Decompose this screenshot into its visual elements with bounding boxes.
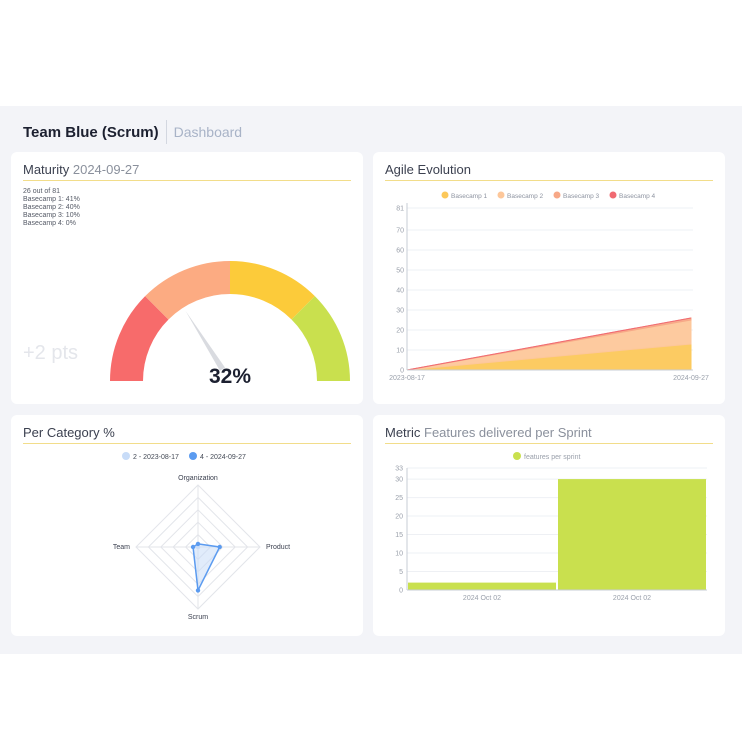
y-tick-label: 81 (396, 206, 404, 213)
legend-swatch (122, 452, 130, 460)
legend-swatch (441, 191, 449, 199)
legend-swatch (609, 191, 617, 199)
per-category-radar: 2 - 2023-08-17 4 - 2024-09-27 Organizatio… (113, 452, 290, 621)
radar-point (190, 544, 196, 550)
basecamp-stat: Basecamp 3: 10% (23, 212, 80, 219)
y-tick-label: 60 (396, 248, 404, 255)
y-tick-label: 20 (396, 328, 404, 335)
agile-evolution-chart: Basecamp 1 Basecamp 2 Basecamp 3 Basecamp 4… (389, 191, 709, 382)
y-tick-label: 20 (395, 514, 403, 521)
x-tick-label: 2024-09-27 (673, 375, 709, 382)
basecamp-stat: Basecamp 4: 0% (23, 220, 76, 227)
agile-evolution-card: Agile Evolution Basecamp 1 Basecamp 2 Base… (373, 152, 725, 404)
legend-label: 2 - 2023-08-17 (133, 454, 179, 461)
y-tick-label: 25 (395, 495, 403, 502)
breadcrumb-dashboard[interactable]: Dashboard (173, 124, 243, 140)
header-divider (165, 120, 167, 144)
header: Team Blue (Scrum) Dashboard (23, 120, 242, 144)
basecamp-stat: Basecamp 1: 41% (23, 196, 80, 203)
legend-swatch (497, 191, 505, 199)
y-tick-label: 10 (396, 348, 404, 355)
legend-label: Basecamp 4 (619, 193, 656, 200)
maturity-date: 2024-09-27 (72, 162, 140, 177)
legend-swatch (553, 191, 561, 199)
radar-axis-label: Team (113, 544, 130, 551)
category-title: Per Category % (23, 425, 115, 440)
radar-point (195, 541, 201, 547)
basecamp-stat: Basecamp 2: 40% (23, 204, 80, 211)
legend-label: features per sprint (524, 454, 580, 461)
maturity-stats: 26 out of 81 Basecamp 1: 41% Basecamp 2:… (23, 188, 80, 228)
y-tick-label: 0 (400, 368, 404, 375)
maturity-summary: 26 out of 81 (23, 188, 60, 195)
gauge-segment (145, 261, 230, 320)
radar-axis-label: Scrum (188, 614, 208, 621)
x-tick-label: 2024 Oct 02 (463, 595, 501, 602)
y-tick-label: 5 (399, 569, 403, 576)
y-tick-label: 0 (399, 588, 403, 595)
legend-label: Basecamp 2 (507, 193, 544, 200)
gauge-segment (230, 261, 315, 320)
radar-point (217, 544, 222, 550)
maturity-gauge: 32% (110, 261, 350, 388)
legend-swatch (189, 452, 197, 460)
y-tick-label: 40 (396, 288, 404, 295)
metric-title: Metric (385, 425, 421, 440)
gauge-segment (291, 296, 350, 381)
agile-card-title: Agile Evolution (385, 162, 713, 181)
agile-title: Agile Evolution (385, 162, 471, 177)
legend-label: Basecamp 3 (563, 193, 600, 200)
maturity-card-title: Maturity 2024-09-27 (23, 162, 351, 181)
metric-card-title: Metric Features delivered per Sprint (385, 425, 713, 444)
y-tick-label: 15 (395, 532, 403, 539)
y-tick-label: 50 (396, 268, 404, 275)
y-tick-label: 30 (396, 308, 404, 315)
category-card-title: Per Category % (23, 425, 351, 444)
per-category-card: Per Category % 2 - 2023-08-17 4 - 2024-09… (11, 415, 363, 636)
radar-axis-label: Organization (178, 475, 218, 482)
dashboard: Team Blue (Scrum) Dashboard Maturity 202… (0, 106, 742, 654)
gauge-segment (110, 296, 169, 381)
team-name: Team Blue (Scrum) (23, 123, 159, 141)
points-delta: +2 pts (23, 342, 79, 364)
metric-bar (558, 479, 706, 590)
y-tick-label: 33 (395, 466, 403, 473)
radar-axis-label: Product (266, 544, 290, 551)
legend-label: 4 - 2024-09-27 (200, 454, 246, 461)
y-tick-label: 70 (396, 228, 404, 235)
metric-bar-chart: features per sprint 0 5 10 15 20 25 30 33 2024 … (395, 452, 707, 602)
area-series (406, 317, 692, 371)
legend-label: Basecamp 1 (451, 193, 488, 200)
gauge-percent: 32% (209, 365, 251, 388)
radar-point (195, 588, 201, 593)
metric-card: Metric Features delivered per Sprint fea… (373, 415, 725, 636)
maturity-card: Maturity 2024-09-27 26 out of 81 Basecam… (11, 152, 363, 404)
x-tick-label: 2024 Oct 02 (613, 595, 651, 602)
y-tick-label: 30 (395, 477, 403, 484)
metric-bar (408, 582, 556, 590)
gauge-needle (185, 310, 226, 371)
legend-swatch (513, 452, 521, 460)
x-tick-label: 2023-08-17 (389, 375, 425, 382)
maturity-title: Maturity (23, 162, 70, 177)
y-tick-label: 10 (395, 551, 403, 558)
metric-subtitle: Features delivered per Sprint (424, 425, 592, 440)
